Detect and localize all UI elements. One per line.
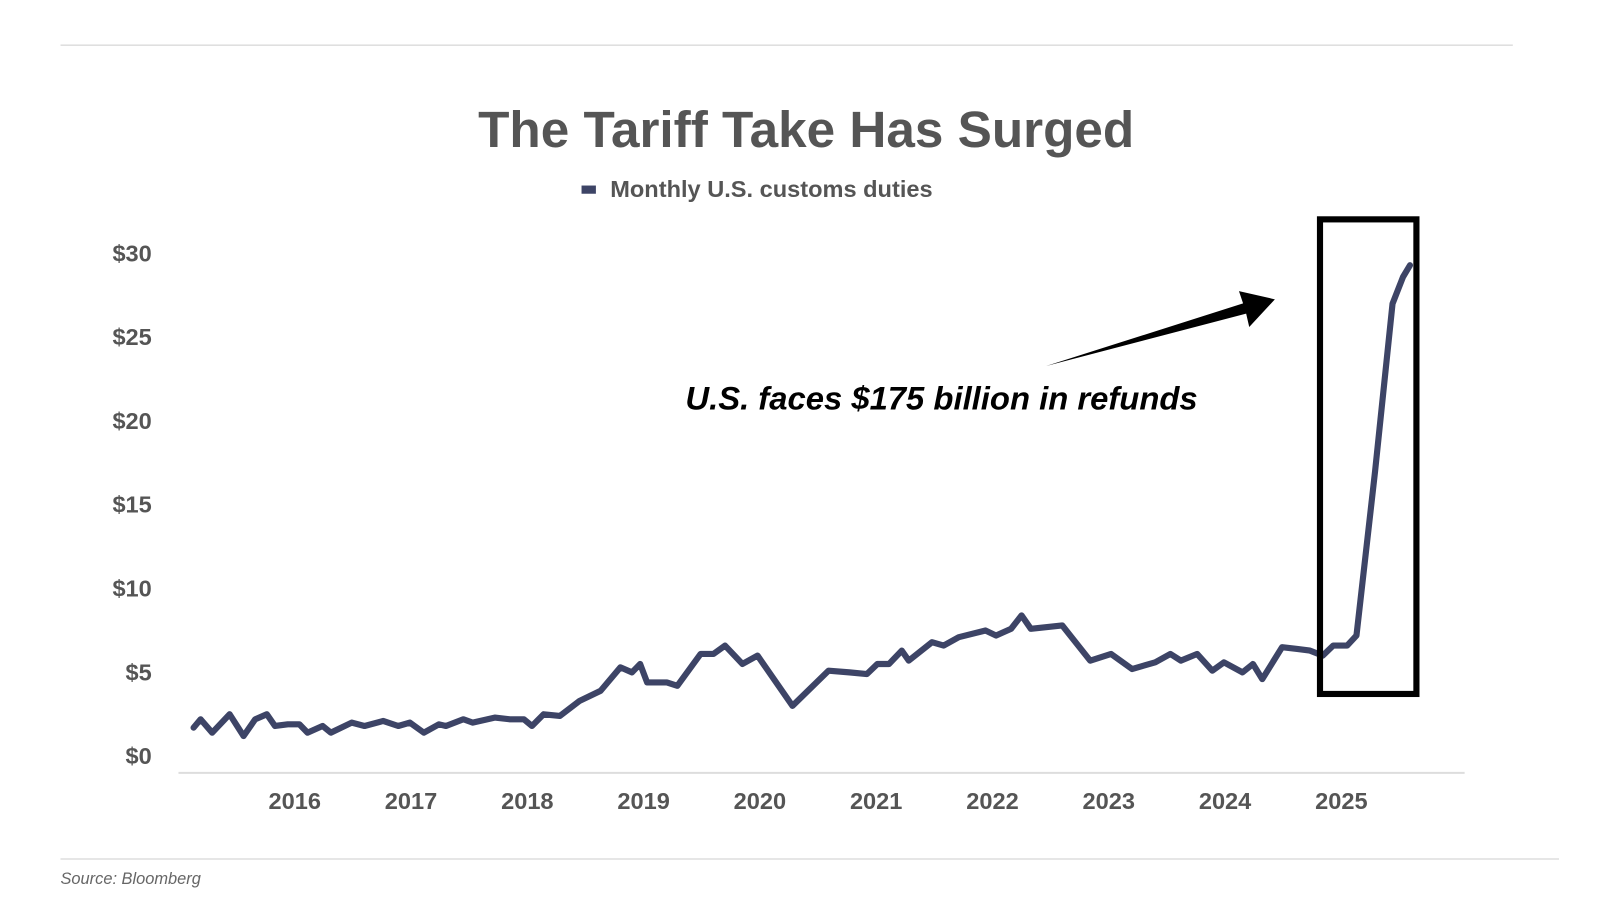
annotation: U.S. faces $175 billion in refunds xyxy=(685,379,1197,416)
y-tick-label: $15 xyxy=(112,492,151,518)
legend-label: Monthly U.S. customs duties xyxy=(610,176,932,202)
source: Source: Bloomberg xyxy=(61,870,201,888)
legend-swatch xyxy=(581,185,596,194)
x-tick-label: 2021 xyxy=(850,788,902,814)
x-tick-label: 2024 xyxy=(1199,788,1251,814)
y-tick-label: $5 xyxy=(126,659,152,685)
y-tick-label: $30 xyxy=(112,240,151,266)
highlight-box xyxy=(1316,216,1420,698)
chart-title: The Tariff Take Has Surged xyxy=(478,101,1134,158)
y-tick-label: $25 xyxy=(112,324,151,350)
y-tick-label: $0 xyxy=(126,743,152,769)
x-tick-label: 2016 xyxy=(269,788,321,814)
arrow xyxy=(1046,291,1275,366)
data-line xyxy=(190,262,1414,740)
x-tick-label: 2019 xyxy=(617,788,669,814)
x-tick-label: 2017 xyxy=(385,788,437,814)
x-tick-label: 2022 xyxy=(966,788,1018,814)
y-tick-label: $20 xyxy=(112,408,151,434)
x-tick-label: 2025 xyxy=(1315,788,1367,814)
x-tick-label: 2020 xyxy=(734,788,786,814)
y-tick-label: $10 xyxy=(112,576,151,602)
x-tick-label: 2018 xyxy=(501,788,553,814)
x-tick-label: 2023 xyxy=(1083,788,1135,814)
